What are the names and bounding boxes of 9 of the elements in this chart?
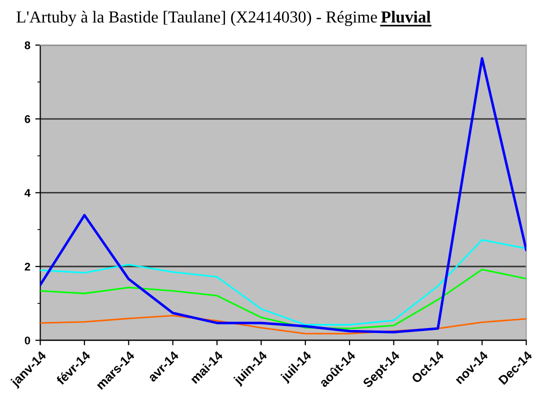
y-tick-label: 4 bbox=[24, 189, 30, 197]
chart-title: L'Artuby à la Bastide [Taulane] (X2414030) - Régime Pluvial bbox=[16, 10, 431, 26]
line-series bbox=[40, 239, 526, 326]
y-tick-label: 2 bbox=[24, 262, 30, 271]
y-tick-label: 8 bbox=[24, 41, 30, 50]
line-series bbox=[40, 57, 526, 334]
line-series bbox=[40, 268, 526, 330]
y-tick-label: 0 bbox=[24, 336, 30, 344]
y-tick-label: 6 bbox=[24, 115, 30, 124]
